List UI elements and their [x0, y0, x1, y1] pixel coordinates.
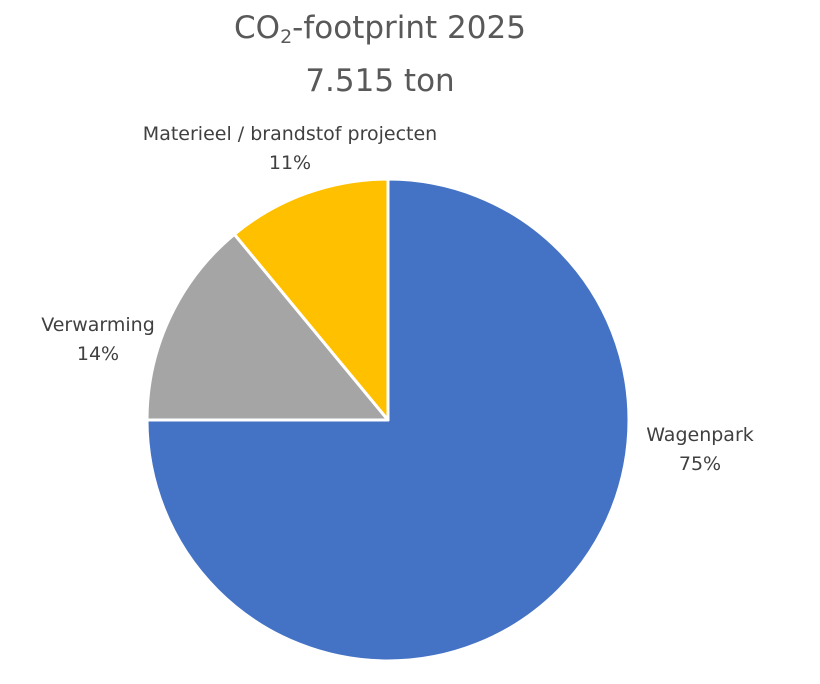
pie-slice-materieel-brandstof-projecten: [232, 177, 390, 422]
slice-value-label-wagenpark: 75%: [679, 453, 721, 475]
title-subscript: 2: [280, 26, 293, 48]
chart-title-line2: 7.515 ton: [305, 63, 455, 99]
slice-label-materieel-brandstof-projecten: Materieel / brandstof projecten: [143, 123, 437, 145]
slice-value-label-materieel-brandstof-projecten: 11%: [269, 152, 311, 174]
pie-slice-wagenpark: [145, 177, 631, 663]
title-suffix: -footprint 2025: [292, 10, 526, 46]
chart-title: CO2-footprint 2025 7.515 ton: [0, 6, 760, 103]
slice-value-label-verwarming: 14%: [77, 343, 119, 365]
slice-label-wagenpark: Wagenpark: [646, 424, 754, 446]
pie-slices: [145, 177, 631, 663]
slice-label-verwarming: Verwarming: [41, 314, 155, 336]
pie-slice-verwarming: [145, 232, 390, 422]
chart-title-line1: CO2-footprint 2025: [0, 6, 760, 59]
title-prefix: CO: [234, 10, 281, 46]
pie-labels: Wagenpark 75% Verwarming 14% Materieel / bra…: [41, 123, 754, 475]
